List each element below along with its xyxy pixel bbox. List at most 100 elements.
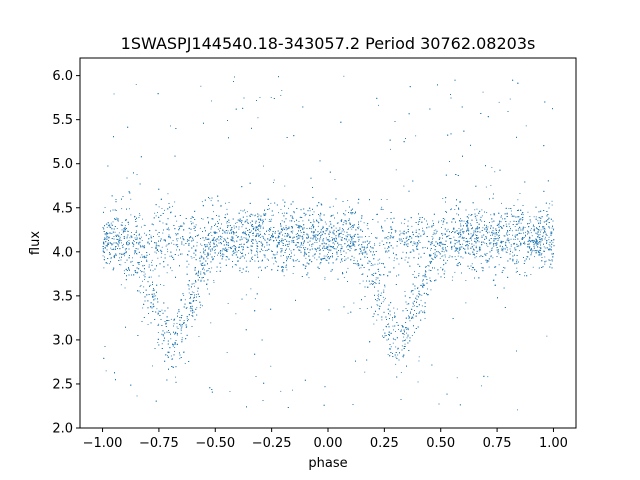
data-point [107,236,109,238]
data-point [123,270,125,272]
data-point [497,251,499,252]
data-point [120,284,122,286]
data-point [207,270,209,271]
data-point [140,270,141,272]
data-point [357,265,359,267]
data-point [333,230,335,232]
data-point [235,222,236,224]
data-point [161,333,163,335]
data-point [176,334,178,336]
data-point [190,236,191,237]
data-point [347,200,349,201]
data-point [460,218,461,220]
data-point [364,250,366,252]
data-point [345,220,347,222]
data-point [275,257,276,259]
data-point [106,223,108,225]
data-point [448,235,450,236]
data-point [448,256,450,258]
data-point [270,202,272,204]
data-point [307,248,308,250]
data-point [116,217,118,219]
data-point [277,245,278,247]
data-point [271,215,273,216]
data-point [176,240,178,242]
data-point [330,246,332,247]
data-point [454,250,456,252]
data-point [322,250,324,251]
data-point [350,248,352,249]
data-point [332,214,334,216]
data-point [551,260,553,262]
data-point [407,240,409,242]
data-point [465,280,467,281]
data-point [403,223,405,225]
data-point [255,235,256,237]
data-point [516,261,518,262]
data-point [422,280,423,282]
data-point [281,241,283,243]
data-point [211,249,213,251]
data-point [119,257,120,259]
data-point [304,240,305,241]
data-point [152,306,154,308]
data-point [316,259,318,261]
data-point [220,239,222,241]
data-point [471,269,473,271]
data-point [202,262,204,264]
data-point [200,271,202,273]
data-point [545,260,547,262]
data-point [103,267,105,269]
data-point [407,220,409,222]
data-point [427,265,429,266]
data-point [413,303,414,305]
data-point [396,308,398,310]
data-point [214,249,216,251]
data-point [347,241,349,243]
data-point [400,243,402,244]
data-point [162,232,164,234]
data-point [112,243,114,245]
data-point [268,221,270,222]
data-point [139,276,140,278]
data-point [403,334,405,335]
data-point [165,245,167,247]
data-point [139,292,141,294]
data-point [225,241,227,243]
data-point [268,234,270,235]
data-point [491,231,492,233]
data-point [468,214,470,216]
data-point [355,233,356,235]
data-point [339,244,341,245]
data-point [207,288,208,290]
data-point [206,283,208,285]
data-point [324,277,326,279]
data-point [180,332,182,334]
data-point [276,253,278,255]
data-point [489,242,491,244]
data-point [284,185,286,187]
data-point [465,241,467,243]
data-point [273,182,274,183]
data-point [444,218,446,220]
data-point [395,363,397,365]
data-point [166,272,168,274]
data-point [501,215,502,217]
data-point [328,225,330,227]
data-point [449,255,451,257]
data-point [303,234,305,236]
data-point [409,320,411,322]
data-point [493,243,494,245]
data-point [345,210,347,212]
data-point [294,221,295,223]
data-point [280,95,282,96]
data-point [164,254,166,256]
data-point [255,235,257,237]
data-point [441,227,442,228]
data-point [161,251,163,252]
data-point [314,236,316,238]
data-point [460,232,461,234]
data-point [246,215,248,217]
data-point [345,221,347,223]
data-point [273,263,275,265]
